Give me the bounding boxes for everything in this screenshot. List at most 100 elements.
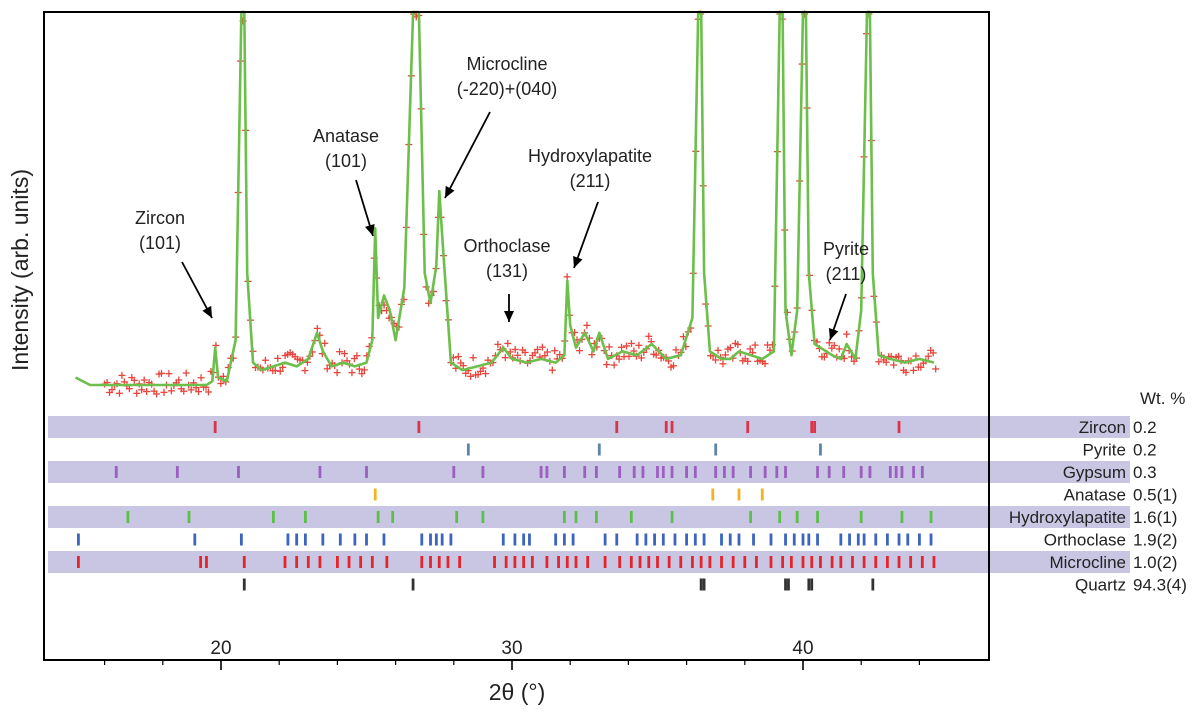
phase-wt-microcline: 1.0(2) <box>1133 553 1177 572</box>
observed-point <box>261 356 269 364</box>
reflection-tick-pyrite <box>819 443 822 456</box>
reflection-tick-microcline <box>458 556 462 568</box>
reflection-tick-microcline <box>429 556 432 568</box>
reflection-tick-orthoclase <box>420 533 424 546</box>
reflection-tick-microcline <box>283 556 287 568</box>
reflection-tick-orthoclase <box>554 533 558 546</box>
observed-point <box>895 352 903 360</box>
reflection-tick-gypsum <box>539 466 543 478</box>
reflection-tick-orthoclase <box>353 533 357 546</box>
reflection-tick-gypsum <box>894 466 898 478</box>
reflection-tick-hydroxylapatite <box>929 511 933 523</box>
reflection-tick-microcline <box>851 556 854 568</box>
observed-point <box>160 388 168 396</box>
arrowhead-orthoclase <box>504 311 514 322</box>
reflection-tick-microcline <box>885 556 889 568</box>
reflection-tick-hydroxylapatite <box>562 511 566 523</box>
reflection-tick-microcline <box>731 556 735 568</box>
peak-hkl-hydroxylapatite: (211) <box>570 171 611 191</box>
observed-point <box>197 374 205 382</box>
observed-point <box>929 349 937 357</box>
x-tick-label: 20 <box>210 638 231 659</box>
reflection-tick-microcline <box>586 556 590 568</box>
peak-hkl-microcline: (-220)+(040) <box>457 79 558 99</box>
observed-point <box>482 370 490 378</box>
reflection-tick-gypsum <box>641 466 645 478</box>
reflection-tick-zircon <box>615 421 619 433</box>
reflection-tick-orthoclase <box>720 533 723 546</box>
reflection-tick-anatase <box>760 488 764 501</box>
phase-name-orthoclase: Orthoclase <box>1044 531 1126 550</box>
reflection-tick-microcline <box>708 556 712 568</box>
observed-point <box>890 361 898 369</box>
observed-point <box>882 358 890 366</box>
reflection-tick-gypsum <box>749 466 753 478</box>
observed-point <box>576 347 584 355</box>
reflection-tick-microcline <box>801 556 805 568</box>
reflection-tick-microcline <box>77 556 80 568</box>
reflection-tick-hydroxylapatite <box>303 511 307 523</box>
reflection-tick-microcline <box>359 556 363 568</box>
observed-point <box>115 389 123 397</box>
reflection-tick-orthoclase <box>295 533 299 546</box>
peak-label-pyrite: Pyrite <box>823 239 869 259</box>
observed-point <box>902 368 910 376</box>
observed-point <box>875 358 883 366</box>
observed-point <box>719 360 727 368</box>
reflection-tick-orthoclase <box>321 533 325 546</box>
reflection-tick-gypsum <box>594 466 598 478</box>
reflection-tick-orthoclase <box>522 533 526 546</box>
phase-name-quartz: Quartz <box>1075 576 1126 595</box>
reflection-tick-microcline <box>420 556 424 568</box>
observed-point <box>321 339 329 347</box>
reflection-tick-orthoclase <box>286 533 290 546</box>
phase-name-hydroxylapatite: Hydroxylapatite <box>1009 508 1126 527</box>
observed-point <box>271 367 279 375</box>
observed-point <box>603 361 611 369</box>
reflection-tick-microcline <box>769 556 773 568</box>
observed-point <box>551 347 559 355</box>
reflection-tick-microcline <box>781 556 785 568</box>
reflection-tick-orthoclase <box>856 533 860 546</box>
reflection-tick-hydroxylapatite <box>629 511 633 523</box>
reflection-tick-hydroxylapatite <box>574 511 578 523</box>
observed-point <box>637 354 645 362</box>
reflection-tick-anatase <box>711 488 715 501</box>
phase-wt-gypsum: 0.3 <box>1133 463 1157 482</box>
reflection-tick-gypsum <box>859 466 863 478</box>
reflection-tick-gypsum <box>632 466 636 478</box>
reflection-tick-microcline <box>205 556 208 568</box>
reflection-tick-zircon <box>897 421 901 433</box>
reflection-tick-microcline <box>504 556 508 568</box>
reflection-tick-orthoclase <box>897 533 901 546</box>
observed-point <box>301 367 309 375</box>
observed-point <box>726 344 734 352</box>
reflection-tick-zircon <box>813 421 817 433</box>
observed-point <box>204 388 212 396</box>
reflection-tick-microcline <box>679 556 683 568</box>
reflection-tick-orthoclase <box>434 533 438 546</box>
phase-band-zircon <box>48 416 1130 438</box>
reflection-tick-orthoclase <box>615 533 619 546</box>
observed-point <box>645 332 653 340</box>
phase-wt-pyrite: 0.2 <box>1133 441 1157 460</box>
reflection-tick-hydroxylapatite <box>376 511 380 523</box>
reflection-tick-orthoclase <box>653 533 656 546</box>
reflection-tick-gypsum <box>723 466 726 478</box>
x-axis-label: 2θ (°) <box>489 679 546 705</box>
observed-point <box>313 324 321 332</box>
reflection-tick-microcline <box>862 556 866 568</box>
reflection-tick-orthoclase <box>635 533 639 546</box>
observed-point <box>180 387 188 395</box>
observed-point <box>721 351 729 359</box>
reflection-tick-orthoclase <box>685 533 688 546</box>
reflection-tick-microcline <box>522 556 526 568</box>
peak-label-zircon: Zircon <box>135 208 185 228</box>
observed-point <box>635 341 643 349</box>
phase-reflection-ticks <box>77 421 936 591</box>
reflection-tick-zircon <box>670 421 674 433</box>
reflection-tick-orthoclase <box>303 533 307 546</box>
reflection-tick-microcline <box>545 556 549 568</box>
reflection-tick-microcline <box>336 556 339 568</box>
